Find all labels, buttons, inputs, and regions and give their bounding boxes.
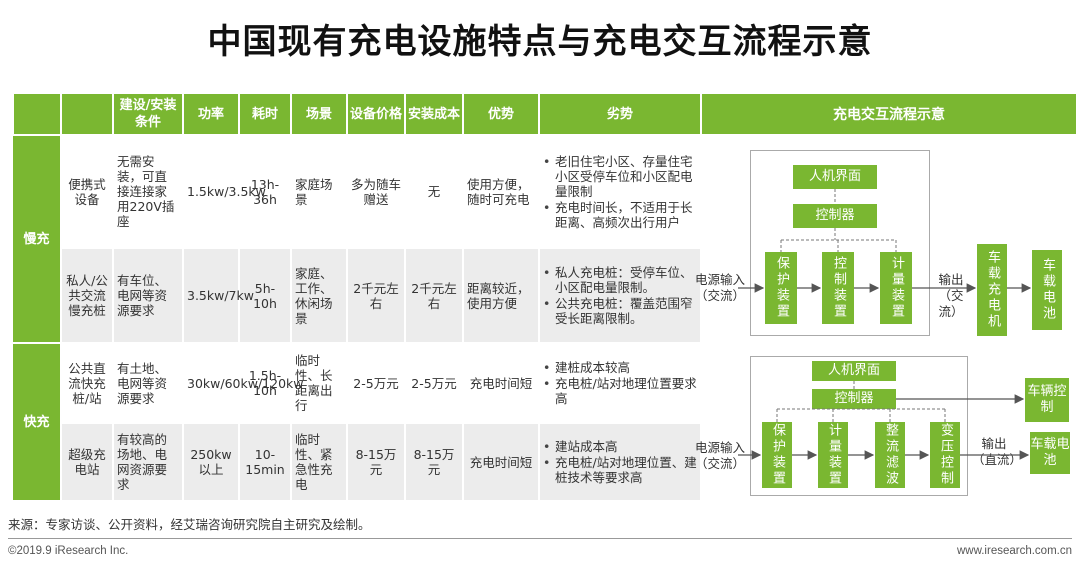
table-row: 超级充电站 有较高的场地、电网资源要求 250kw以上 10-15min 临时性… [13,423,702,502]
cell-power: 3.5kw/7kw [183,248,254,344]
cell-scene: 家庭场景 [291,135,348,249]
table-row: 私人/公共交流慢充桩 有车位、电网等资源要求 3.5kw/7kw 5h-10h … [13,248,702,344]
slow-hmi-box: 人机界面 [793,165,877,189]
cell-type: 便携式设备 [61,135,114,249]
cell-time: 5h-10h [239,248,292,344]
slow-battery-box: 车载电池 [1032,250,1062,330]
list-item: 建站成本高 [543,439,697,454]
cell-condition: 有土地、电网等资源要求 [113,343,184,424]
header-install: 安装成本 [404,92,464,136]
slow-control-block: 控制装置 [822,252,854,324]
cell-price: 2-5万元 [347,343,406,424]
page-title: 中国现有充电设施特点与充电交互流程示意 [207,22,873,62]
fast-battery-box: 车载电池 [1030,432,1070,474]
cell-disadvantage: 建桩成本较高 充电桩/站对地理位置要求高 [539,343,702,424]
slow-input-label: 电源输入（交流） [694,272,745,303]
cell-scene: 临时性、紧急性充电 [291,423,348,502]
header-time: 耗时 [238,92,292,136]
vehicle-control-box: 车辆控制 [1025,378,1069,422]
header-blank-1 [12,92,62,136]
list-item: 充电桩/站对地理位置、建桩技术等要求高 [543,455,697,485]
fast-hmi-box: 人机界面 [812,361,896,381]
cell-power: 250kw以上 [183,423,240,502]
slow-output-label: 输出（交流） [938,272,964,319]
footer-site-url: www.iresearch.com.cn [956,545,1072,557]
cell-disadvantage: 建站成本高 充电桩/站对地理位置、建桩技术等要求高 [539,423,702,502]
list-item: 建桩成本较高 [543,360,697,375]
cell-install: 2千元左右 [405,248,464,344]
cell-type: 公共直流快充桩/站 [61,343,114,424]
footer-copyright: ©2019.9 iResearch Inc. [8,545,129,557]
cell-condition: 无需安装，可直接连接家用220V插座 [113,135,184,249]
header-disadvantage: 劣势 [538,92,702,136]
cell-scene: 家庭、工作、休闲场景 [291,248,348,344]
cell-price: 8-15万元 [347,423,406,502]
category-slow: 慢充 [13,135,62,344]
header-advantage: 优势 [462,92,540,136]
list-item: 私人充电桩：受停车位、小区配电量限制。 [543,265,697,295]
cell-power: 1.5kw/3.5kw [183,135,266,249]
fast-controller-box: 控制器 [812,389,896,409]
cell-advantage: 充电时间短 [463,423,540,502]
table-header-row: 建设/安装条件 功率 耗时 场景 设备价格 安装成本 优势 劣势 [12,92,702,136]
slow-controller-box: 控制器 [793,204,877,228]
list-item: 公共充电桩：覆盖范围窄受长距离限制。 [543,296,697,326]
header-condition: 建设/安装条件 [112,92,184,136]
cell-time: 1.5h-10h [239,343,292,424]
table-row: 慢充 便携式设备 无需安装，可直接连接家用220V插座 1.5kw/3.5kw … [13,135,702,344]
header-price: 设备价格 [346,92,406,136]
category-fast: 快充 [13,343,62,502]
header-scene: 场景 [290,92,348,136]
cell-condition: 有车位、电网等资源要求 [113,248,184,344]
cell-price: 多为随车赠送 [347,135,406,249]
fast-protect-block: 保护装置 [762,422,792,488]
cell-disadvantage: 私人充电桩：受停车位、小区配电量限制。 公共充电桩：覆盖范围窄受长距离限制。 [539,248,702,344]
fast-rectifier-block: 整流滤波 [875,422,905,488]
fast-input-label: 电源输入（交流） [694,440,745,471]
cell-type: 超级充电站 [61,423,114,502]
footer-divider [8,538,1072,539]
list-item: 充电桩/站对地理位置要求高 [543,376,697,406]
slow-meter-block: 计量装置 [880,252,912,324]
header-power: 功率 [182,92,240,136]
table-row: 快充 公共直流快充桩/站 有土地、电网等资源要求 30kw/60kw/120kw… [13,343,702,502]
cell-advantage: 距离较近，使用方便 [463,248,540,344]
comparison-table: 建设/安装条件 功率 耗时 场景 设备价格 安装成本 优势 劣势 慢充 便携式设… [12,92,702,502]
cell-disadvantage: 老旧住宅小区、存量住宅小区受停车位和小区配电量限制 充电时间长，不适用于长距离、… [539,135,702,249]
fast-meter-block: 计量装置 [818,422,848,488]
cell-install: 无 [405,135,464,249]
list-item: 充电时间长，不适用于长距离、高频次出行用户 [543,200,697,230]
flow-header: 充电交互流程示意 [702,94,1076,134]
header-blank-2 [60,92,114,136]
slow-protect-block: 保护装置 [765,252,797,324]
footer-source: 来源：专家访谈、公开资料，经艾瑞咨询研究院自主研究及绘制。 [8,517,371,532]
cell-time: 10-15min [239,423,292,502]
cell-time: 13h-36h [239,135,292,249]
cell-install: 2-5万元 [405,343,464,424]
slow-charger-box: 车载充电机 [977,244,1007,336]
cell-power: 30kw/60kw/120kw [183,343,303,424]
cell-install: 8-15万元 [405,423,464,502]
cell-type: 私人/公共交流慢充桩 [61,248,114,344]
cell-condition: 有较高的场地、电网资源要求 [113,423,184,502]
cell-advantage: 使用方便，随时可充电 [463,135,540,249]
fast-output-label: 输出（直流） [972,436,1023,467]
cell-advantage: 充电时间短 [463,343,540,424]
cell-price: 2千元左右 [347,248,406,344]
list-item: 老旧住宅小区、存量住宅小区受停车位和小区配电量限制 [543,154,697,199]
cell-scene: 临时性、长距离出行 [291,343,348,424]
fast-transformer-block: 变压控制 [930,422,960,488]
